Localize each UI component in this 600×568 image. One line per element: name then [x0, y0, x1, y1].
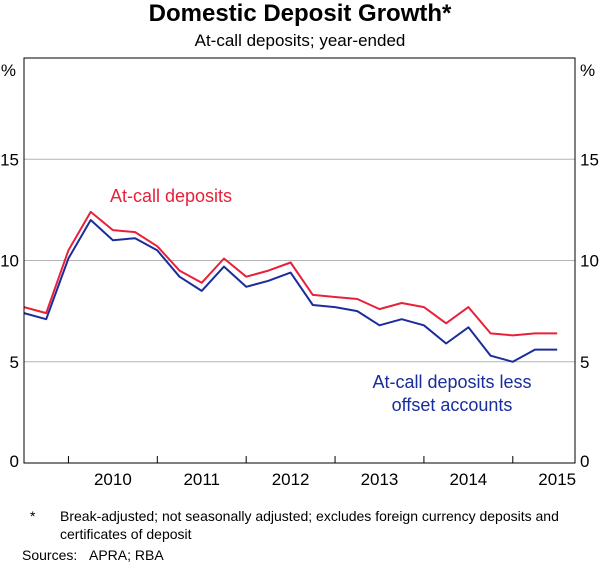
series-line-2 [23, 219, 558, 363]
x-ticks [67, 456, 514, 463]
footnote-text: Break-adjusted; not seasonally adjusted;… [60, 508, 559, 542]
y-unit-right: % [580, 61, 595, 80]
x-tick-label-2013: 2013 [361, 470, 399, 489]
series-label-2-line-1: At-call deposits less [372, 372, 531, 392]
y-tick-right-0: 0 [580, 452, 589, 471]
y-tick-left-10: 10 [0, 252, 19, 271]
x-tick-label-2010: 2010 [94, 470, 132, 489]
x-tick-label-2011: 2011 [183, 470, 220, 489]
x-tick-label-2014: 2014 [449, 470, 487, 489]
x-tick-label-2015: 2015 [538, 470, 576, 489]
series-line-1 [23, 210, 558, 337]
y-tick-right-10: 10 [580, 252, 599, 271]
y-tick-right-15: 15 [580, 150, 599, 169]
axis-labels: 0 0 5 5 10 10 15 15% % 2010 2011 2012 2013 2014 2015 [0, 61, 599, 489]
y-tick-right-5: 5 [580, 353, 589, 372]
sources-line: Sources: APRA; RBA [22, 546, 164, 564]
y-tick-left-5: 5 [10, 353, 19, 372]
y-tick-left-15: 15 [0, 150, 19, 169]
footnote-marker: * [30, 508, 36, 524]
series-labels: At-call deposits At-call deposits less off… [110, 186, 532, 415]
series-label-1: At-call deposits [110, 186, 232, 206]
series-label-2-line-2: offset accounts [392, 395, 513, 415]
sources-label: Sources: [22, 547, 78, 563]
x-tick-label-2012: 2012 [272, 470, 310, 489]
y-unit-left: % [1, 61, 16, 80]
series-lines [23, 210, 558, 363]
y-tick-left-0: 0 [10, 452, 19, 471]
gridlines [24, 158, 575, 363]
plot-frame [23, 57, 576, 464]
chart-subtitle: At-call deposits; year-ended [194, 31, 406, 50]
line-chart: 0 0 5 5 10 10 15 15% % 2010 2011 2012 2013 2014 2015 A… [0, 57, 599, 489]
chart-title: Domestic Deposit Growth* [148, 0, 452, 27]
sources-text: APRA; RBA [89, 547, 164, 563]
